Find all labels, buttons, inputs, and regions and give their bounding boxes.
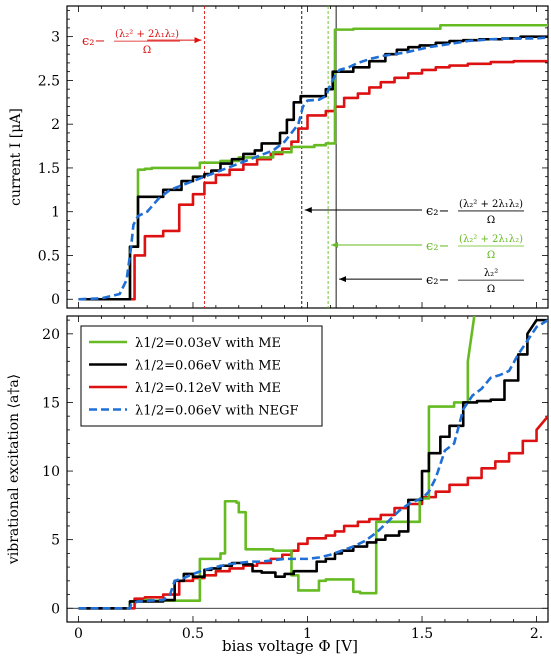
y-tick-label: 15 [42, 395, 60, 411]
series-line-2 [78, 415, 548, 610]
y-tick-label: 3 [51, 30, 60, 46]
annotation-numerator: (λ₂² + 2λ₁λ₂) [459, 234, 523, 245]
annotation-label: ϵ₂− (λ₂² + 2λ₁λ₂) Ω [82, 29, 180, 56]
annotation-eps: ϵ₂− [82, 34, 105, 49]
x-tick-label: 1.5 [411, 626, 433, 642]
top-panel: 0 0.5 1 1.5 2 2.5 3 current I [μA] ϵ₂− (λ₂² + 2λ₁… [8, 5, 549, 309]
annotation-label: ϵ₂− λ₂² Ω [426, 268, 525, 295]
annotation-denominator: Ω [143, 45, 151, 56]
legend-label: λ1/2=0.06eV with ME [135, 359, 281, 374]
bottom-panel: 0 0.5 1 1.5 2. 0 5 10 15 20 vibrational excitation… [6, 315, 549, 642]
y-tick-label: 20 [42, 327, 60, 343]
x-tick-label: 0.5 [182, 626, 204, 642]
series-line-3 [78, 319, 548, 610]
y-tick-label: 0 [51, 292, 60, 308]
annotation-denominator: Ω [487, 284, 495, 295]
annotation-eps: ϵ₂− [426, 273, 449, 288]
legend-label: λ1/2=0.12eV with ME [135, 381, 281, 396]
x-tick-label: 0 [74, 626, 83, 642]
x-axis-label: bias voltage Φ [V] [222, 637, 358, 655]
series-line-3 [78, 36, 548, 301]
legend-label: λ1/2=0.03eV with ME [135, 336, 281, 351]
series-line-0 [78, 23, 548, 301]
annotation-label: ϵ₂− (λ₂² + 2λ₁λ₂) Ω [426, 234, 525, 261]
y-tick-label: 10 [42, 464, 60, 480]
plot-frame [66, 5, 549, 309]
y-axis-label: vibrational excitation ⟨a†a⟩ [6, 374, 22, 565]
legend-label: λ1/2=0.06eV with NEGF [135, 404, 299, 419]
x-tick-label: 2. [530, 626, 543, 642]
y-tick-label: 2 [51, 117, 60, 133]
annotation-eps: ϵ₂− [426, 204, 449, 219]
annotation-denominator: Ω [487, 215, 495, 226]
y-tick-label: 0 [51, 601, 60, 617]
series-line-1 [78, 35, 548, 301]
y-tick-label: 1.5 [38, 161, 60, 177]
annotation-numerator: λ₂² [484, 268, 498, 279]
annotation-denominator: Ω [487, 250, 495, 261]
y-tick-label: 0.5 [38, 248, 60, 264]
y-tick-label: 1 [51, 205, 60, 221]
series-line-2 [78, 59, 548, 301]
x-tick-label: 1 [303, 626, 312, 642]
annotation-eps: ϵ₂− [426, 239, 449, 254]
y-axis-label: current I [μA] [8, 108, 24, 206]
y-tick-label: 2.5 [38, 73, 60, 89]
y-tick-label: 5 [51, 533, 60, 549]
annotation-numerator: (λ₂² + 2λ₁λ₂) [115, 29, 179, 40]
annotation-label: ϵ₂− (λ₂² + 2λ₁λ₂) Ω [426, 199, 525, 226]
annotation-numerator: (λ₂² + 2λ₁λ₂) [459, 199, 523, 210]
series-line-1 [78, 318, 548, 610]
